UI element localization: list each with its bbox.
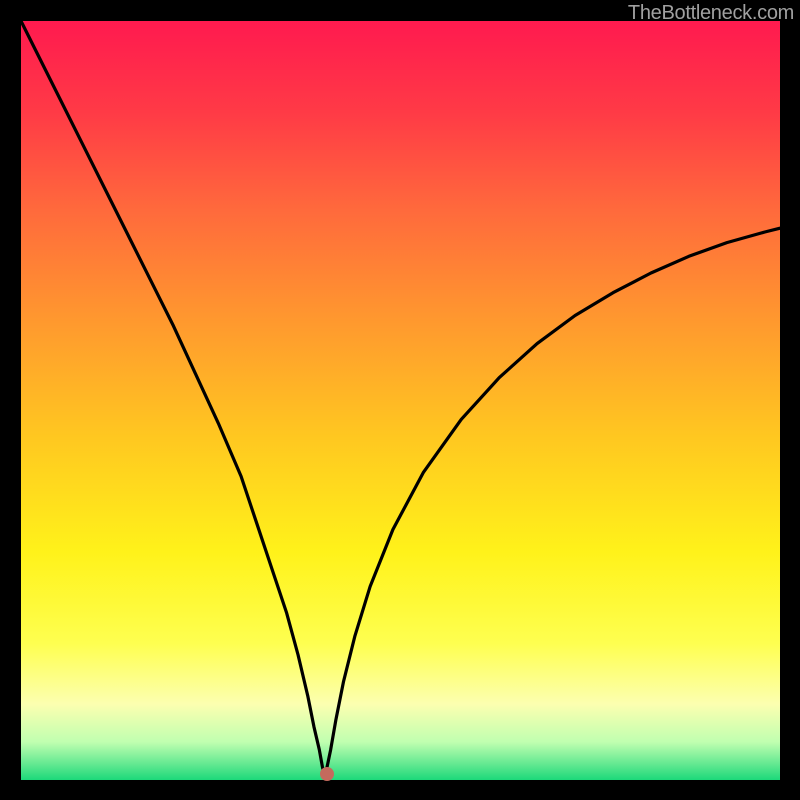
plot-area <box>21 21 780 780</box>
bottleneck-curve <box>21 21 780 780</box>
watermark-text: TheBottleneck.com <box>628 2 794 25</box>
curve-path <box>21 21 780 776</box>
bottleneck-marker <box>320 767 334 781</box>
